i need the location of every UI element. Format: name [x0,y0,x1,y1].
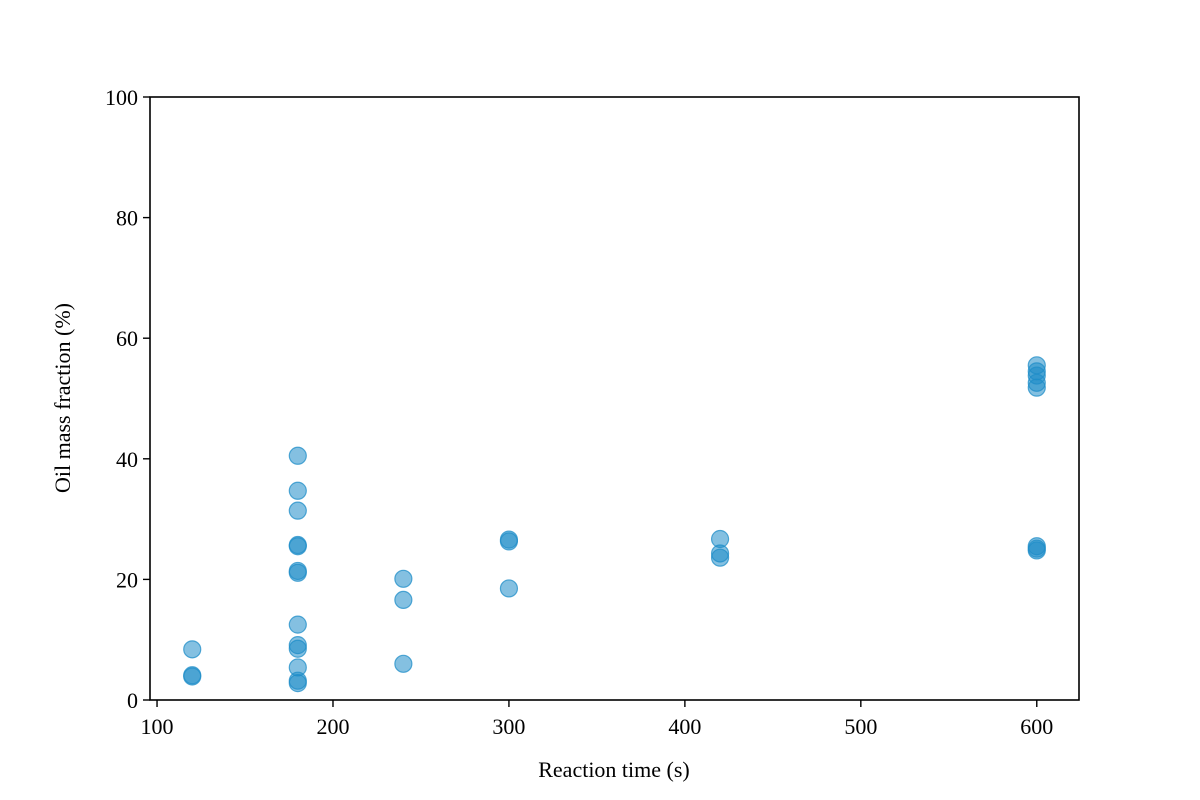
data-point [288,615,307,634]
data-point [183,667,202,686]
y-axis-ticks: 0 20 40 60 80 100 [105,85,150,713]
data-point [499,579,519,598]
data-point [288,563,307,582]
y-tick-label: 40 [116,447,138,472]
data-point [394,569,413,588]
x-tick-label: 200 [316,714,349,739]
y-tick-label: 20 [116,567,138,592]
data-point [394,590,413,610]
plot-frame [149,96,1080,701]
data-point [288,537,307,556]
x-axis-ticks: 100 200 300 400 500 600 [141,700,1053,739]
data-point [1027,541,1046,560]
y-axis-label: Oil mass fraction (%) [50,303,75,493]
x-axis-label: Reaction time (s) [538,757,690,782]
data-point [710,548,730,567]
data-point [499,532,519,551]
x-tick-label: 400 [668,714,701,739]
data-point [394,654,413,673]
data-point [288,481,307,500]
y-tick-label: 0 [127,688,138,713]
data-point [288,446,307,465]
y-tick-label: 80 [116,206,138,231]
x-tick-label: 100 [141,714,174,739]
y-tick-label: 60 [116,326,138,351]
x-tick-label: 600 [1020,714,1053,739]
x-tick-label: 300 [492,714,525,739]
data-point [183,640,202,659]
data-point [1027,378,1046,397]
data-point [288,674,307,693]
data-point [288,501,307,520]
data-points [183,356,1046,693]
x-tick-label: 500 [844,714,877,739]
y-tick-label: 100 [105,85,138,110]
data-point [288,639,307,658]
